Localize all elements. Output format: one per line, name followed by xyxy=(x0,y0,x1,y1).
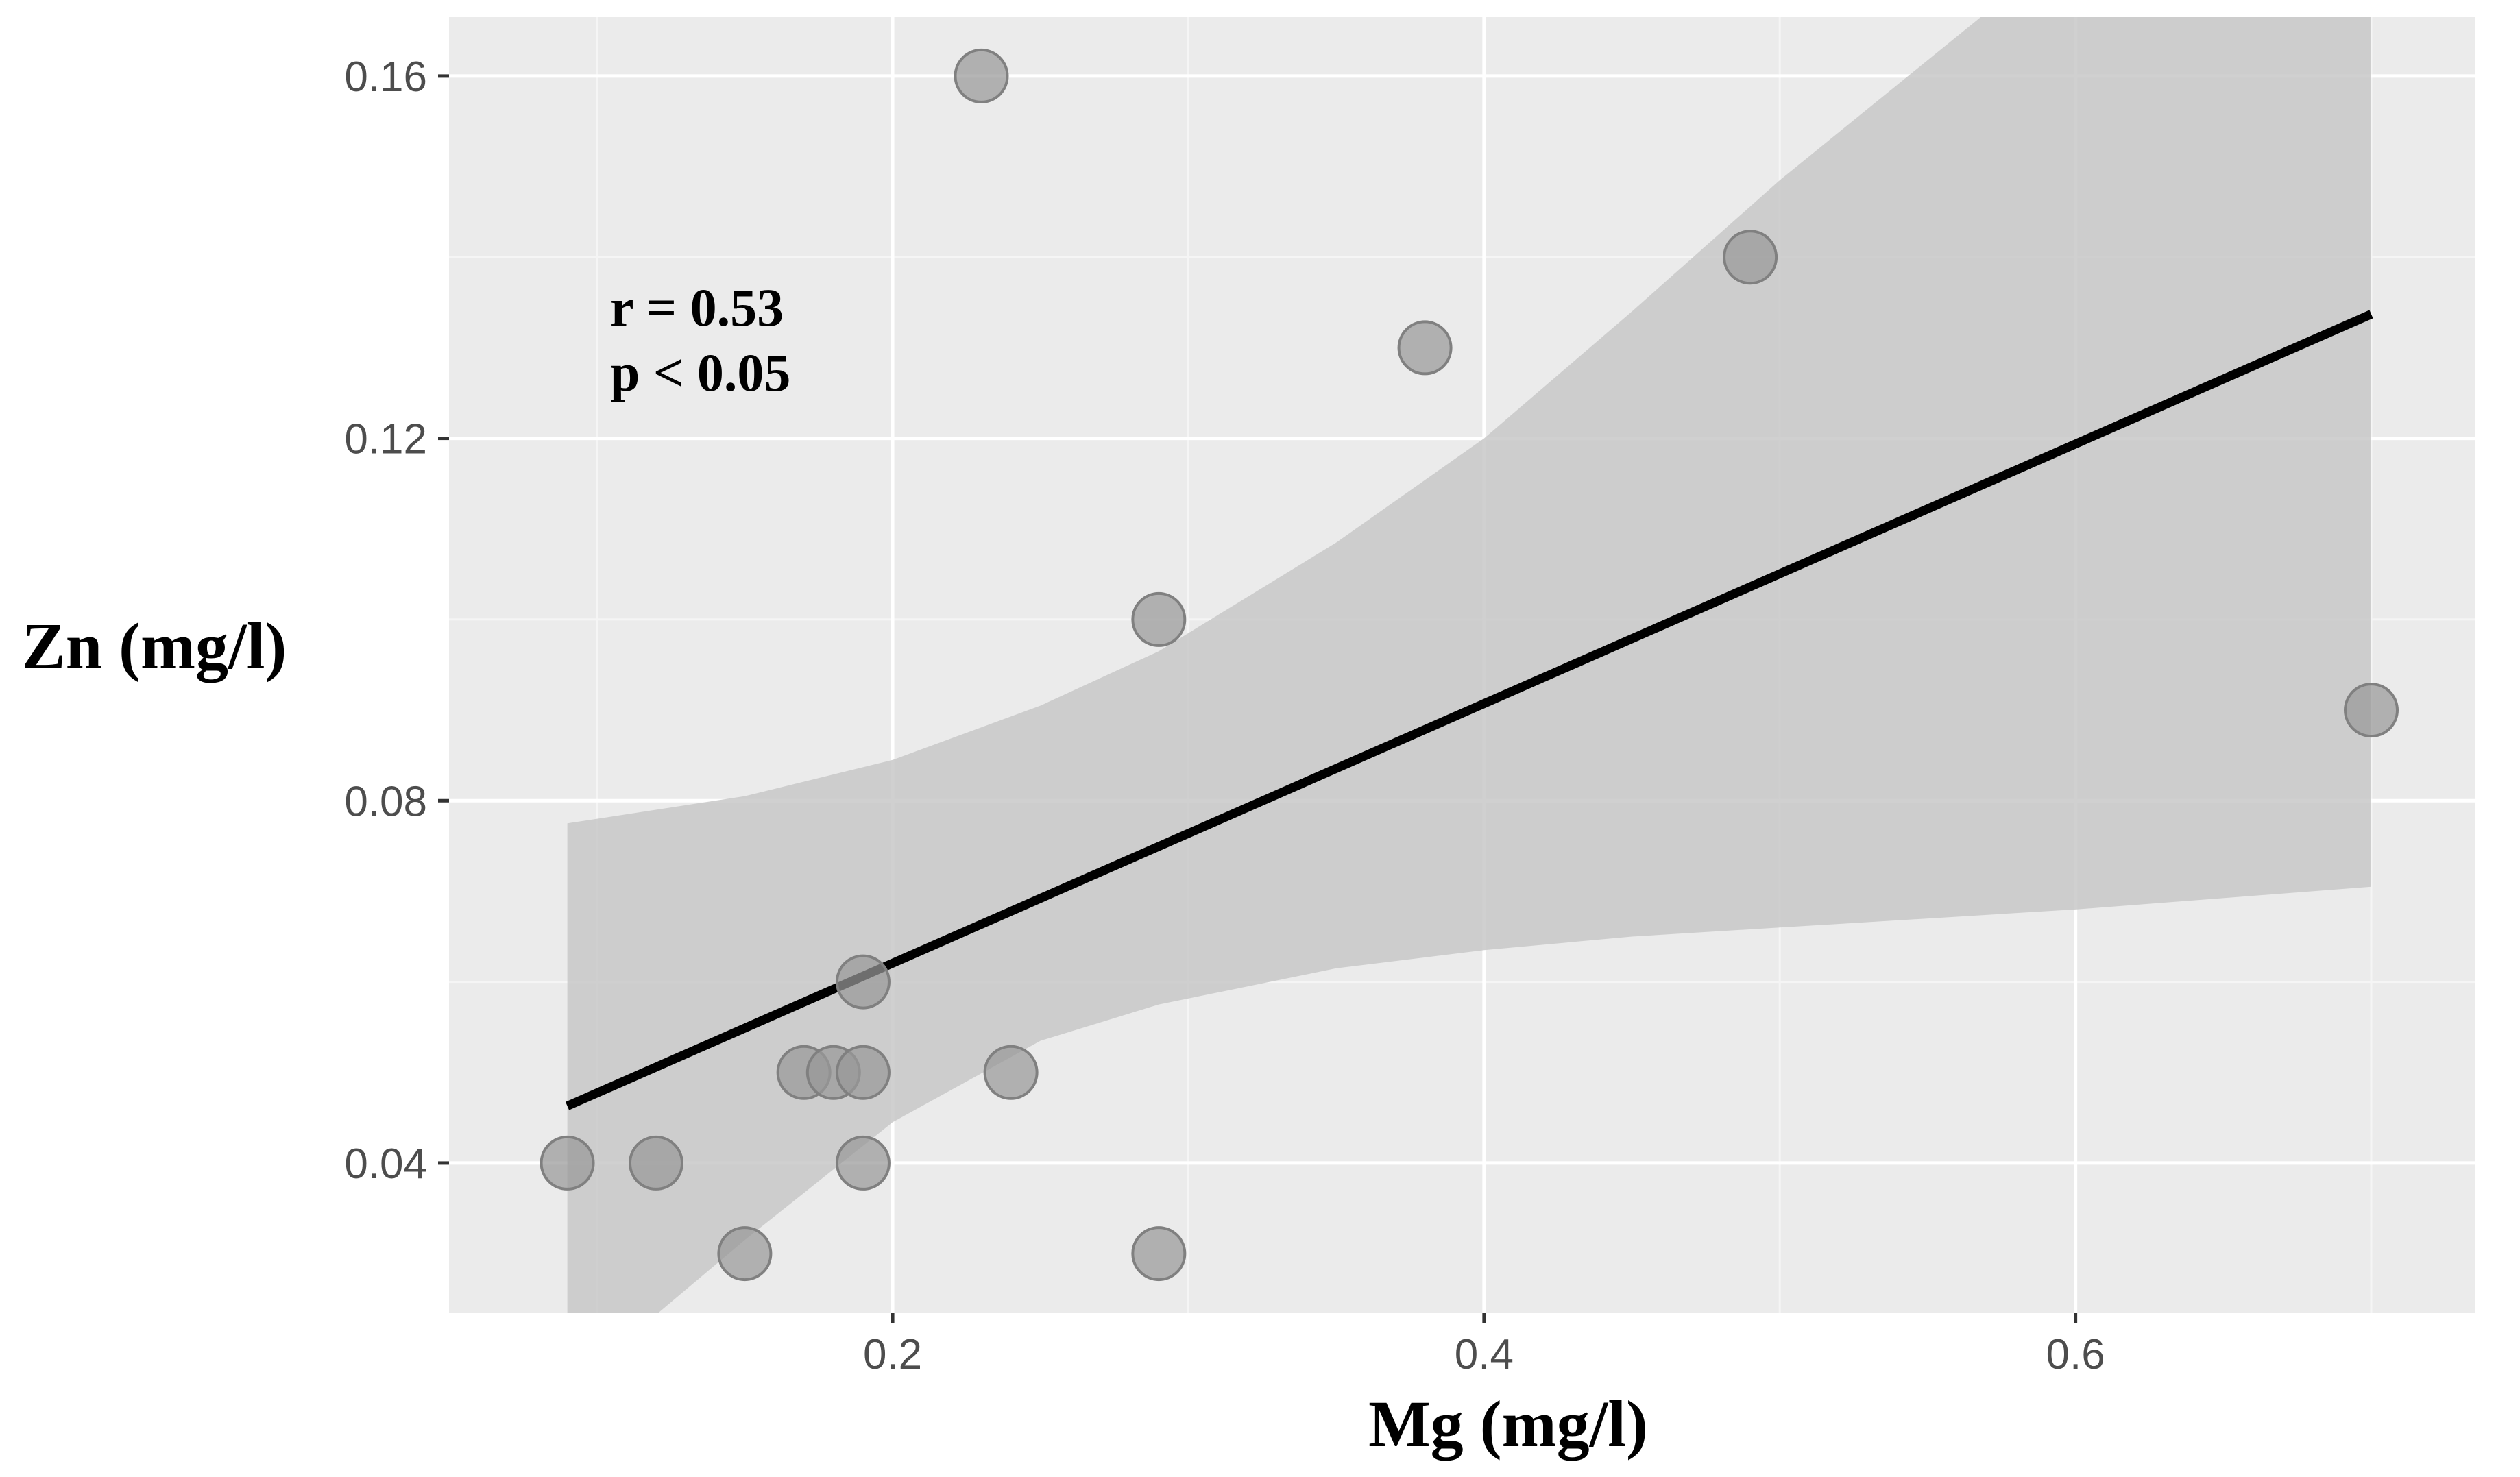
data-point xyxy=(717,1226,773,1282)
y-tick-label: 0.12 xyxy=(344,416,427,463)
data-point xyxy=(1131,591,1187,647)
x-tick-label: 0.2 xyxy=(863,1331,922,1378)
x-tick-label: 0.4 xyxy=(1455,1331,1514,1378)
data-point xyxy=(1131,1226,1187,1282)
y-tick-label: 0.16 xyxy=(344,53,427,101)
data-point xyxy=(1397,320,1453,376)
x-tick-labels: 0.2 0.4 0.6 xyxy=(863,1331,2105,1378)
y-tick-labels: 0.04 0.08 0.12 0.16 xyxy=(344,53,427,1188)
p-value-annotation: p < 0.05 xyxy=(610,343,790,402)
x-tick-label: 0.6 xyxy=(2046,1331,2105,1378)
x-axis-title: Mg (mg/l) xyxy=(1368,1387,1648,1461)
data-point xyxy=(835,1045,891,1100)
data-point xyxy=(540,1135,595,1191)
data-point xyxy=(954,48,1009,103)
data-point xyxy=(2344,683,2399,738)
data-points xyxy=(540,48,2399,1282)
confidence-band xyxy=(567,17,2371,1313)
axis-ticks xyxy=(438,74,2078,1323)
y-tick-label: 0.04 xyxy=(344,1140,427,1188)
y-tick-label: 0.08 xyxy=(344,778,427,825)
data-point xyxy=(983,1045,1039,1100)
data-point xyxy=(835,1135,891,1191)
data-point xyxy=(835,954,891,1010)
data-point xyxy=(628,1135,683,1191)
data-point xyxy=(1723,230,1778,285)
correlation-annotation: r = 0.53 xyxy=(610,278,784,337)
y-axis-title: Zn (mg/l) xyxy=(22,609,287,683)
